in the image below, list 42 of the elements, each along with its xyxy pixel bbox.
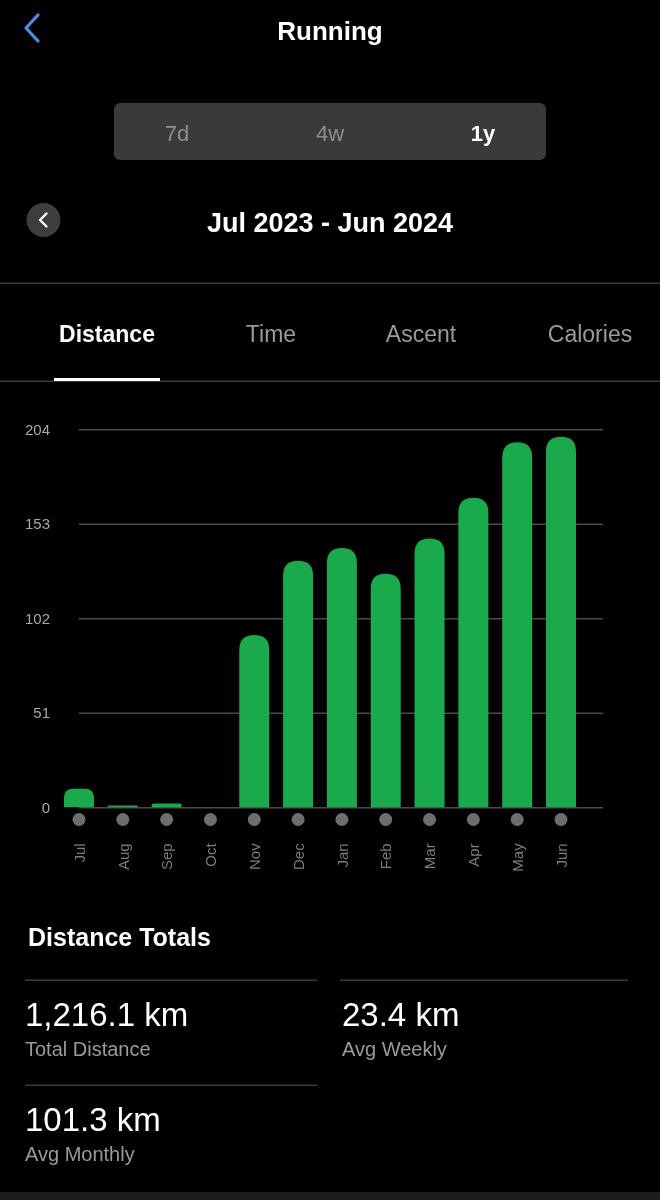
x-tick-label: Oct	[202, 842, 220, 867]
y-tick-label: 102	[24, 609, 50, 627]
bar	[414, 538, 445, 808]
text: 1y	[470, 121, 496, 146]
text: Distance	[59, 321, 155, 347]
bar	[326, 547, 357, 808]
y-tick-label: 204	[24, 420, 50, 438]
x-tick-label: Mar	[421, 843, 439, 870]
x-tick-label: Dec	[289, 842, 307, 870]
text: 4w	[315, 121, 345, 146]
x-tick-label: Nov	[246, 842, 264, 870]
x-tick-label: Sep	[158, 843, 176, 870]
x-tick-label: Feb	[377, 843, 395, 870]
chart-title: Running	[277, 16, 383, 46]
bar	[546, 436, 576, 808]
x-tick-label: Aug	[114, 843, 132, 870]
text: Calories	[547, 321, 633, 347]
y-tick-label: 51	[33, 704, 50, 722]
text: 23.4 km	[342, 996, 460, 1033]
y-tick-label: 0	[41, 798, 50, 816]
text: Avg Monthly	[25, 1143, 135, 1165]
text: Distance Totals	[28, 923, 211, 951]
y-tick-label: 153	[24, 515, 50, 533]
x-tick-label: Jan	[333, 843, 351, 868]
bar	[502, 442, 533, 808]
bar	[64, 788, 94, 808]
text: Avg Weekly	[342, 1038, 447, 1060]
chart-subtitle: Jul 2023 - Jun 2024	[206, 208, 454, 238]
text: 1,216.1 km	[25, 996, 189, 1033]
bar	[458, 497, 489, 808]
x-tick-label: Jun	[552, 843, 570, 868]
bar	[283, 560, 314, 808]
x-tick-label: Jul	[70, 843, 88, 863]
text: Time	[245, 321, 297, 347]
x-tick-label: Apr	[465, 843, 483, 867]
text: Total Distance	[25, 1038, 151, 1060]
bar	[239, 634, 270, 808]
bar	[370, 573, 401, 808]
x-tick-label: May	[508, 842, 526, 872]
text: Ascent	[385, 321, 457, 347]
text: 101.3 km	[25, 1101, 161, 1138]
text: 7d	[164, 121, 190, 146]
